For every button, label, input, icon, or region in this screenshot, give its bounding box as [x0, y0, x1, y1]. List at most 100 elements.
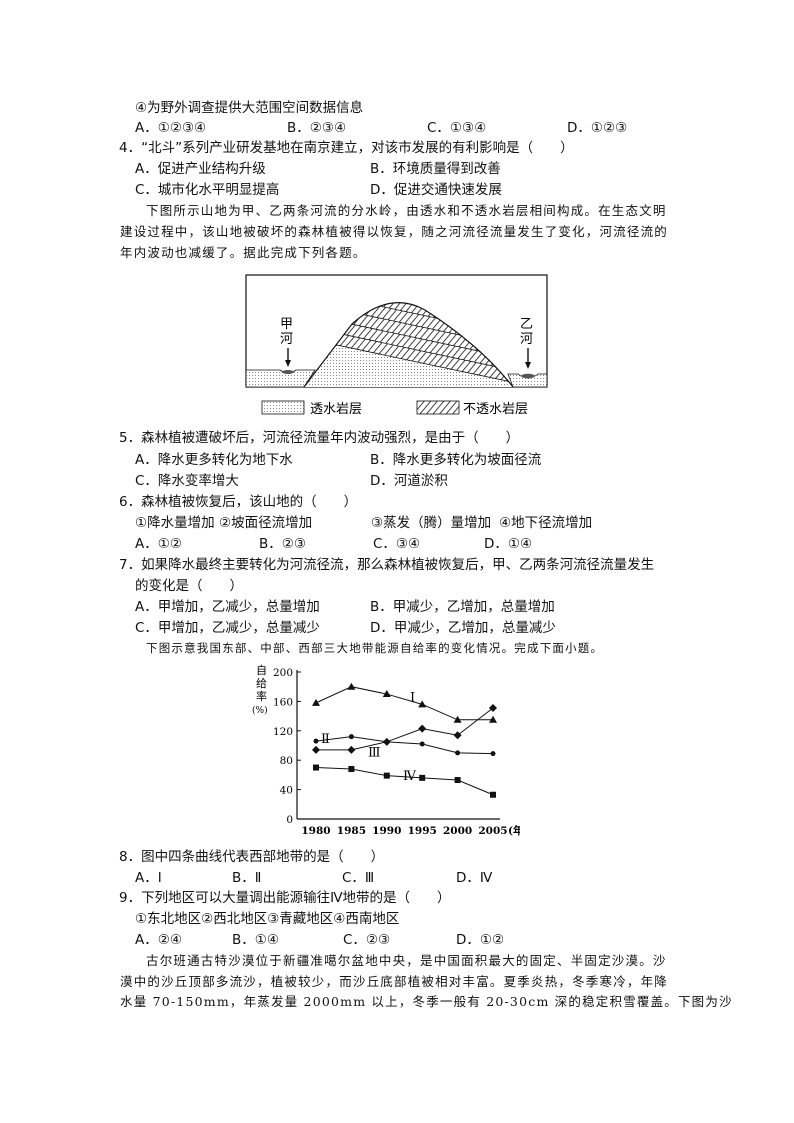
- circle-point: [455, 750, 461, 756]
- series-label-3: Ⅲ: [368, 745, 381, 760]
- x-tick-label: 2000: [443, 825, 472, 837]
- y-tick-label: 40: [280, 785, 293, 797]
- diamond-point: [489, 704, 497, 713]
- y-tick-label: 80: [280, 755, 293, 767]
- left-ground: [245, 369, 316, 388]
- diamond-point: [347, 745, 356, 754]
- passage3-line-3: 水量 70-150mm，年蒸发量 2000mm 以上，冬季一般有 20-30cm…: [120, 994, 733, 1009]
- series-line-2: [315, 736, 494, 755]
- q9-stem: 9．下列地区可以大量调出能源输往Ⅳ地带的是（ ）: [119, 890, 451, 906]
- series-line-3: [316, 707, 494, 751]
- y-tick-label: 200: [273, 667, 293, 679]
- circle-point: [348, 734, 354, 740]
- q4-stem: 4．“北斗”系列产业研发基地在南京建立，对该市发展的有利影响是（ ）: [119, 140, 574, 156]
- diamond-point: [418, 724, 427, 733]
- q6-option-d: D．①④: [484, 536, 533, 552]
- x-tick-label: 1980: [301, 825, 330, 837]
- q7-option-b: B．甲减少，乙增加，总量增加: [370, 599, 555, 615]
- y-axis-label: 率: [256, 689, 267, 703]
- square-point: [454, 777, 461, 784]
- q7-stem-line-2: 的变化是（ ）: [135, 578, 243, 594]
- triangle-point: [347, 682, 356, 690]
- q9-option-c: C．②③: [343, 932, 391, 948]
- q5-option-a: A．降水更多转化为地下水: [135, 452, 293, 468]
- q4-option-a: A．促进产业结构升级: [135, 161, 266, 177]
- y-axis-label: 给: [256, 677, 267, 690]
- q8-stem: 8．图中四条曲线代表西部地带的是（ ）: [119, 849, 385, 865]
- square-point: [348, 766, 355, 773]
- q7-stem-line-1: 7．如果降水最终主要转化为河流径流，那么森林植被恢复后，甲、乙两条河流径流量发生: [119, 557, 655, 573]
- circle-point: [419, 741, 425, 747]
- legend-permeable-swatch: [261, 400, 305, 415]
- q3-item-4: ④为野外调查提供大范围空间数据信息: [135, 100, 364, 116]
- x-axis-label: (年份): [508, 824, 520, 837]
- q7-option-a: A．甲增加，乙减少，总量增加: [135, 599, 320, 615]
- q5-option-c: C．降水变率增大: [135, 473, 239, 489]
- q6-item-2: ②坡面径流增加: [219, 515, 313, 531]
- passage1-line-2: 建设过程中，该山地被破坏的森林植被得以恢复，随之河流径流量发生了变化，河流径流的: [120, 224, 669, 239]
- q8-option-a: A．Ⅰ: [135, 870, 162, 886]
- triangle-point: [489, 715, 497, 723]
- q6-item-4: ④地下径流增加: [499, 515, 593, 531]
- series-label-4: Ⅳ: [403, 769, 417, 784]
- q9-option-d: D．①②: [456, 932, 505, 948]
- legend-permeable-label: 透水岩层: [310, 402, 362, 417]
- x-tick-label: 1990: [372, 825, 401, 837]
- square-point: [490, 791, 496, 798]
- square-point: [313, 764, 319, 771]
- legend-impermeable-swatch: [416, 400, 460, 415]
- q9-items: ①东北地区②西北地区③青藏地区④西南地区: [135, 911, 400, 927]
- triangle-point: [453, 715, 462, 723]
- q6-option-b: B．②③: [259, 536, 306, 552]
- q5-stem: 5．森林植被遭破坏后，河流径流量年内波动强烈，是由于（ ）: [119, 430, 520, 446]
- q8-option-c: C．Ⅲ: [342, 870, 375, 886]
- triangle-point: [418, 700, 427, 708]
- q4-option-d: D．促进交通快速发展: [370, 182, 502, 198]
- passage1-line-1: 下图所示山地为甲、乙两条河流的分水岭，由透水和不透水岩层相间构成。在生态文明: [146, 203, 667, 218]
- river-jia-label-2: 河: [280, 332, 293, 347]
- diamond-point: [453, 731, 462, 740]
- y-tick-label: 160: [273, 696, 293, 708]
- q5-option-b: B．降水更多转化为坡面径流: [370, 452, 542, 468]
- q9-option-b: B．①④: [232, 932, 279, 948]
- river-jia-label-1: 甲: [280, 317, 293, 332]
- q3-option-c: C．①③④: [427, 120, 487, 136]
- river-yi-label-2: 河: [520, 332, 533, 347]
- mountain-outline: [303, 302, 514, 388]
- diamond-point: [382, 737, 391, 746]
- circle-point: [490, 751, 496, 757]
- passage3-line-2: 漠中的沙丘顶部多流沙，植被较少，而沙丘底部植被相对丰富。夏季炎热，冬季寒冷，年降: [120, 974, 669, 989]
- series-line-4: [315, 767, 494, 796]
- q4-option-b: B．环境质量得到改善: [370, 161, 501, 177]
- y-tick-label: 0: [286, 814, 293, 826]
- y-axis-label: (%): [252, 705, 268, 716]
- x-tick-label: 1985: [337, 825, 366, 837]
- q6-item-1: ①降水量增加: [135, 515, 215, 531]
- river-yi-label-1: 乙: [520, 317, 533, 332]
- y-axis-label: 自: [256, 664, 267, 677]
- diamond-point: [312, 745, 320, 754]
- triangle-point: [312, 698, 320, 706]
- y-tick-label: 120: [273, 726, 293, 738]
- q6-item-3: ③蒸发（腾）量增加: [371, 515, 492, 531]
- q6-option-c: C．③④: [373, 536, 421, 552]
- passage3-line-1: 古尔班通古特沙漠位于新疆准噶尔盆地中央，是中国面积最大的固定、半固定沙漠。沙: [146, 953, 667, 968]
- triangle-point: [382, 690, 391, 698]
- legend-impermeable-label: 不透水岩层: [463, 402, 528, 417]
- q7-option-d: D．甲减少，乙增加，总量减少: [370, 620, 556, 636]
- q4-option-c: C．城市化水平明显提高: [135, 182, 280, 198]
- q9-option-a: A．②④: [135, 932, 182, 948]
- q6-stem: 6．森林植被恢复后，该山地的（ ）: [119, 494, 358, 510]
- series-line-1: [315, 686, 493, 721]
- q3-option-d: D．①②③: [567, 120, 628, 136]
- series-label-2: Ⅱ: [321, 732, 330, 747]
- x-tick-label: 2005: [478, 825, 507, 837]
- q3-option-b: B．②③④: [287, 120, 347, 136]
- energy-self-sufficiency-chart: 自给率 (%) 0 40 80 120 160 200 1980 1985 1990 1995 20…: [252, 664, 520, 837]
- q7-option-c: C．甲增加，乙减少，总量减少: [135, 620, 320, 636]
- passage2: 下图示意我国东部、中部、西部三大地带能源自给率的变化情况。完成下面小题。: [146, 641, 604, 655]
- watershed-diagram: 甲 河 乙 河 透水岩层 不透水岩层: [245, 274, 548, 417]
- q8-option-d: D．Ⅳ: [456, 870, 493, 886]
- circle-point: [313, 738, 319, 744]
- square-point: [419, 774, 426, 781]
